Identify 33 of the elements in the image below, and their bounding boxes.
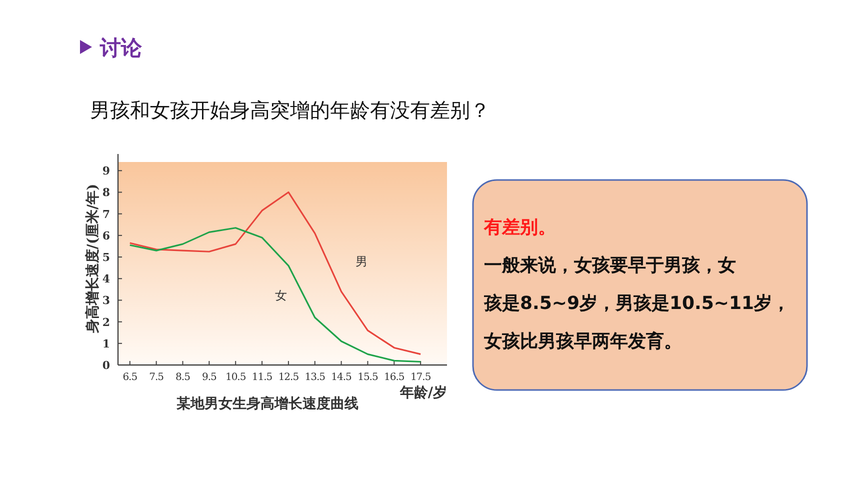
text: 一般来说，女孩要早于男孩，女: [484, 255, 736, 276]
text: 某地男女生身高增长速度曲线: [176, 395, 358, 412]
y-tick-label: 5: [102, 251, 110, 264]
x-tick-label: 16.5: [384, 372, 404, 383]
y-tick-label: 6: [102, 229, 110, 242]
y-tick-label: 9: [102, 164, 110, 178]
x-tick-label: 9.5: [202, 372, 217, 383]
text: 女孩比男孩早两年发育。: [483, 330, 682, 352]
chart-subtitle: 男孩和女孩开始身高突增的年龄有没有差别？: [90, 98, 490, 122]
y-tick-label: 2: [102, 316, 110, 329]
x-tick-label: 14.5: [331, 372, 352, 383]
x-axis-title: 年龄/岁: [398, 385, 447, 401]
y-tick-label: 3: [102, 294, 110, 308]
series-label: 女: [274, 288, 287, 302]
x-tick-label: 11.5: [252, 372, 272, 383]
x-tick-label: 10.5: [225, 372, 246, 383]
y-tick-label: 7: [102, 208, 110, 221]
x-tick-label: 6.5: [122, 372, 138, 383]
y-tick-label: 8: [102, 186, 110, 200]
text: 孩是8.5~9岁，男孩是10.5~11岁，: [483, 293, 790, 314]
x-tick-label: 12.5: [278, 372, 299, 383]
x-tick-label: 7.5: [149, 372, 164, 383]
y-tick-label: 0: [102, 359, 110, 372]
series-label: 男: [355, 254, 368, 269]
x-tick-label: 13.5: [304, 372, 326, 383]
y-tick-label: 4: [102, 272, 110, 286]
x-tick-label: 8.5: [176, 372, 190, 383]
y-axis-title: 身高增长速度/(厘米/年): [84, 184, 101, 334]
x-tick-label: 17.5: [410, 372, 431, 383]
x-tick-label: 15.5: [358, 372, 378, 383]
text: 有差别。: [483, 217, 556, 238]
chart-title: 讨论: [99, 36, 143, 60]
y-tick-label: 1: [102, 337, 110, 350]
